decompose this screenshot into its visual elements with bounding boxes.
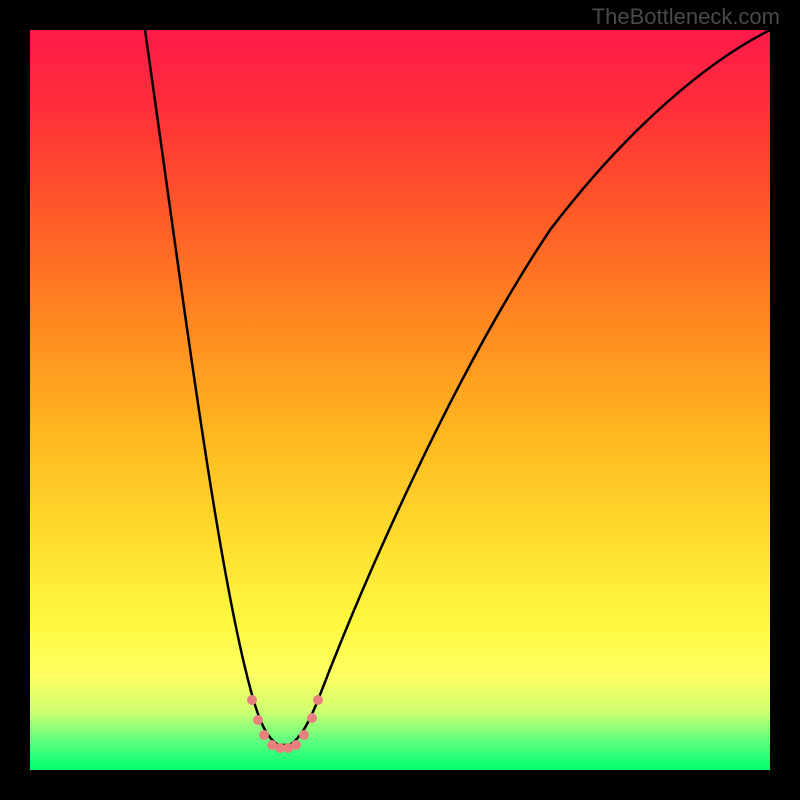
curve-marker: [247, 695, 257, 705]
chart-svg: [30, 30, 770, 770]
chart-background: [30, 30, 770, 770]
curve-marker: [259, 730, 269, 740]
curve-marker: [313, 695, 323, 705]
curve-marker: [253, 715, 263, 725]
curve-marker: [299, 730, 309, 740]
curve-marker: [307, 713, 317, 723]
bottleneck-chart: [30, 30, 770, 770]
curve-marker: [291, 740, 301, 750]
watermark-text: TheBottleneck.com: [592, 4, 780, 30]
